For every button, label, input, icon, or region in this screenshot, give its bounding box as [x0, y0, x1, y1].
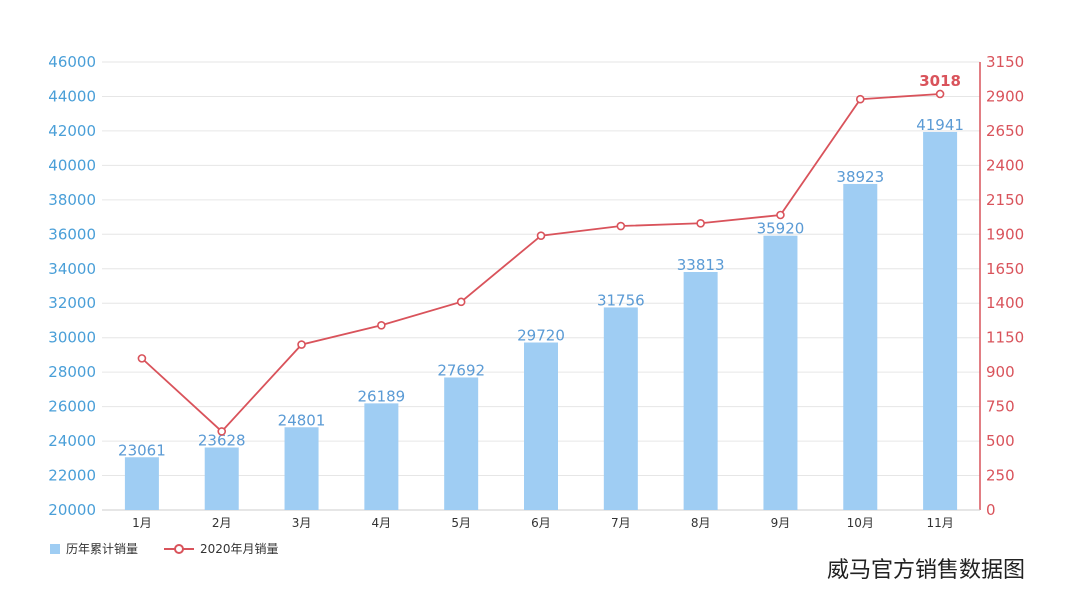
bar-data-label: 31756	[597, 291, 645, 309]
y-right-tick-label: 250	[986, 467, 1015, 485]
x-tick-label: 10月	[847, 516, 874, 530]
bar	[683, 271, 718, 510]
line-point	[377, 320, 386, 330]
y-left-tick-label: 24000	[48, 432, 96, 450]
x-tick-label: 4月	[372, 516, 392, 530]
x-tick-label: 2月	[212, 516, 232, 530]
bar	[763, 235, 798, 510]
y-right-tick-label: 1650	[986, 260, 1024, 278]
y-right-tick-label: 2150	[986, 191, 1024, 209]
bar-data-label: 26189	[358, 387, 406, 405]
line-point	[776, 210, 785, 220]
y-right-tick-label: 2400	[986, 156, 1024, 174]
bar	[444, 377, 479, 510]
y-left-tick-label: 30000	[48, 329, 96, 347]
bar	[204, 447, 239, 510]
y-right-tick-label: 3150	[986, 53, 1024, 71]
y-right-tick-label: 1150	[986, 329, 1024, 347]
line-point	[696, 218, 705, 228]
x-tick-label: 6月	[531, 516, 551, 530]
y-left-tick-label: 26000	[48, 398, 96, 416]
y-left-tick-label: 46000	[48, 53, 96, 71]
legend-bar-swatch	[50, 543, 60, 554]
bar	[923, 131, 958, 510]
y-left-tick-label: 42000	[48, 122, 96, 140]
caption: 威马官方销售数据图	[826, 558, 1025, 583]
bar	[124, 457, 159, 510]
x-tick-label: 9月	[771, 516, 791, 530]
bar-data-label: 41941	[916, 116, 964, 134]
line-data-label: 3018	[919, 72, 961, 90]
line-point	[137, 354, 147, 363]
y-right-tick-label: 2900	[986, 87, 1024, 105]
bar	[843, 183, 878, 511]
bar-data-label: 29720	[517, 327, 565, 345]
y-left-tick-label: 28000	[48, 363, 96, 381]
y-right-tick-label: 2650	[986, 122, 1024, 140]
bar-data-label: 33813	[677, 256, 725, 274]
bar	[603, 307, 638, 510]
x-tick-label: 8月	[691, 516, 711, 530]
legend-line-label: 2020年月销量	[200, 542, 279, 556]
line-point	[456, 297, 466, 307]
y-right-tick-label: 0	[986, 501, 996, 519]
line-point	[297, 340, 306, 349]
y-left-tick-label: 34000	[48, 260, 96, 278]
x-tick-label: 5月	[451, 516, 471, 530]
line-point	[935, 89, 945, 99]
y-left-tick-label: 22000	[48, 467, 96, 485]
line-point	[536, 231, 546, 240]
x-tick-label: 11月	[926, 516, 953, 530]
bar-data-label: 23628	[198, 431, 246, 449]
line-point	[616, 221, 626, 231]
bar	[364, 403, 399, 510]
bar	[524, 342, 558, 510]
y-right-tick-label: 1400	[986, 294, 1024, 312]
x-tick-label: 7月	[611, 516, 631, 530]
legend: 历年累计销量 2020年月销量	[50, 540, 305, 557]
legend-bar-label: 历年累计销量	[66, 542, 139, 556]
y-left-tick-label: 36000	[48, 225, 96, 243]
legend-line-swatch	[164, 543, 195, 554]
bar-data-label: 23061	[118, 441, 166, 459]
y-left-tick-label: 44000	[48, 87, 96, 105]
y-right-tick-label: 900	[986, 363, 1015, 381]
y-left-tick-label: 38000	[48, 191, 96, 209]
line-point	[855, 94, 865, 104]
y-right-tick-label: 1900	[986, 225, 1024, 243]
y-right-tick-label: 750	[986, 398, 1015, 416]
y-left-tick-label: 20000	[48, 501, 96, 519]
bar-data-label: 27692	[437, 361, 485, 379]
bar-data-label: 24801	[278, 411, 326, 429]
bar	[284, 427, 319, 510]
line-point	[217, 427, 227, 436]
bar-data-label: 38923	[836, 168, 884, 186]
y-left-tick-label: 40000	[48, 156, 96, 174]
bar-data-label: 35920	[757, 220, 805, 238]
y-left-tick-label: 32000	[48, 294, 96, 312]
legend-item-line[interactable]: 2020年月销量	[164, 540, 279, 557]
y-right-tick-label: 500	[986, 432, 1015, 450]
legend-item-bar[interactable]: 历年累计销量	[50, 540, 138, 557]
x-tick-label: 3月	[292, 516, 312, 530]
x-tick-label: 1月	[132, 516, 152, 530]
